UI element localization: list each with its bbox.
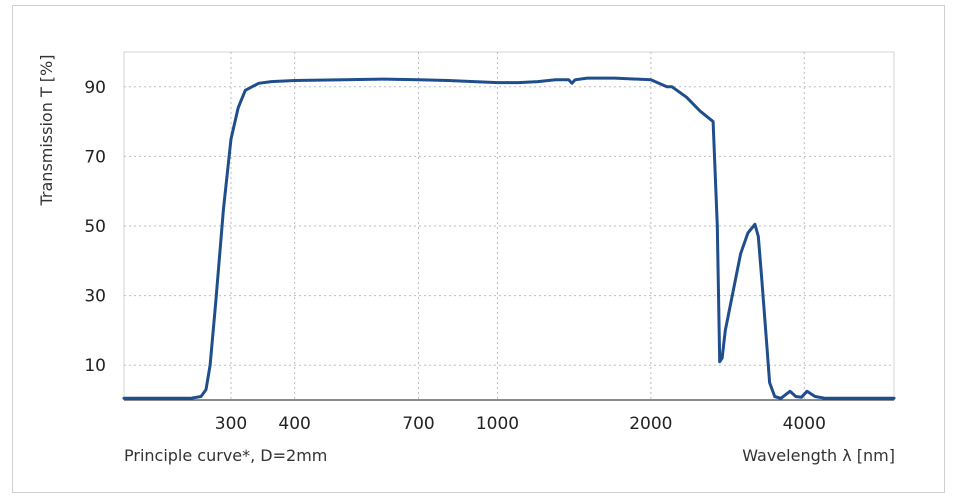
y-tick-labels: 10 30 50 70 90 bbox=[84, 78, 106, 376]
chart-caption: Principle curve*, D=2mm bbox=[124, 446, 327, 465]
x-tick-labels: 300 400 700 1000 2000 4000 bbox=[215, 414, 826, 434]
x-tick-label: 400 bbox=[278, 414, 310, 434]
y-tick-label: 90 bbox=[84, 78, 106, 98]
y-tick-label: 70 bbox=[84, 147, 106, 167]
y-axis-label: Transmission T [%] bbox=[37, 55, 56, 207]
x-tick-label: 1000 bbox=[476, 414, 519, 434]
x-tick-label: 700 bbox=[402, 414, 434, 434]
x-tick-label: 2000 bbox=[629, 414, 672, 434]
horizontal-gridlines bbox=[124, 86, 894, 366]
y-tick-label: 10 bbox=[84, 356, 106, 376]
transmission-curve bbox=[122, 76, 896, 400]
x-tick-label: 4000 bbox=[783, 414, 826, 434]
x-tick-label: 300 bbox=[215, 414, 247, 434]
vertical-gridlines bbox=[230, 52, 805, 400]
y-tick-label: 30 bbox=[84, 287, 106, 307]
x-axis-label: Wavelength λ [nm] bbox=[742, 446, 895, 465]
y-tick-label: 50 bbox=[84, 217, 106, 237]
